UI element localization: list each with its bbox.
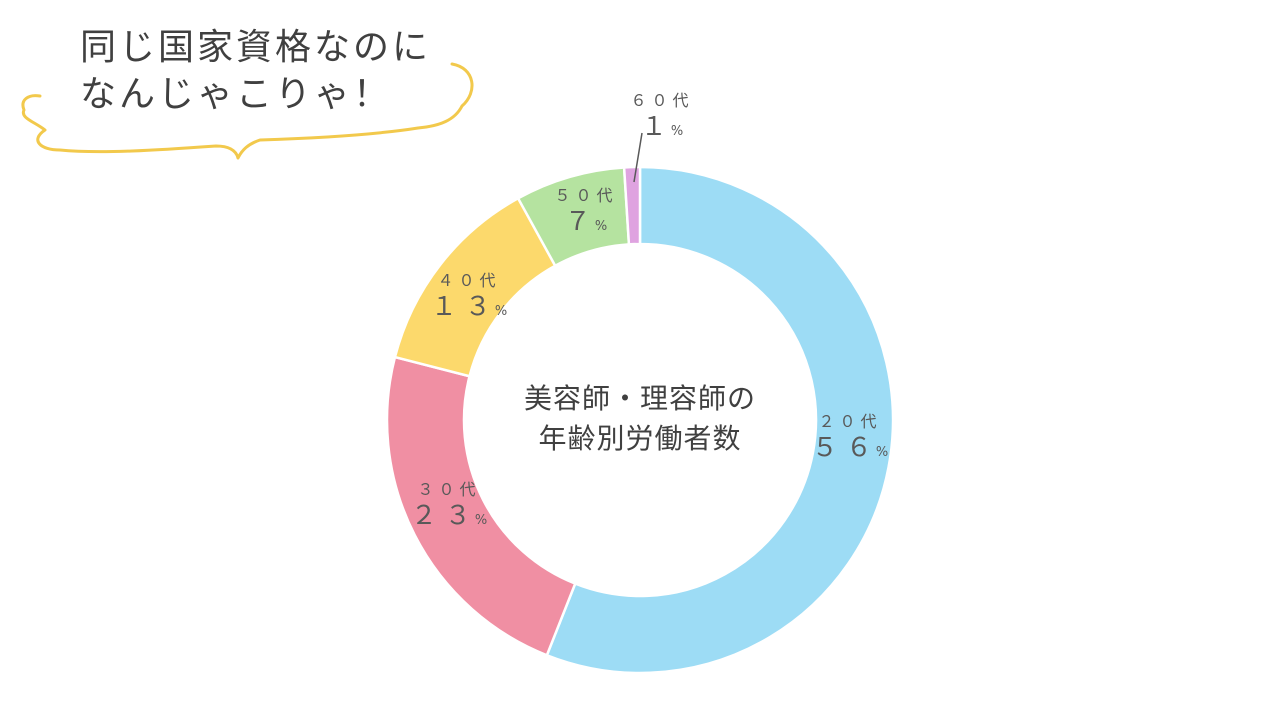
bubble-text-line-2: なんじゃこりゃ！: [80, 74, 393, 115]
slice-label-30s: ３０代 ２３%: [410, 480, 488, 531]
slice-value-label: ７: [564, 207, 599, 237]
chart-title-line-1: 美容師・理容師の: [523, 382, 756, 415]
slice-unit-label: %: [474, 513, 488, 528]
donut-slice-20s: [545, 165, 895, 675]
slice-label-20s: ２０代 ５６%: [811, 412, 889, 463]
donut-slices: [385, 165, 895, 675]
slice-unit-label: %: [875, 445, 889, 460]
slice-category-label: ３０代: [417, 480, 481, 499]
slice-unit-label: %: [594, 219, 608, 234]
slice-label-40s: ４０代 １３%: [430, 271, 508, 322]
slice-unit-label: %: [670, 124, 684, 139]
speech-bubble-outline: [21, 62, 474, 160]
slice-label-50s: ５０代 ７%: [554, 186, 618, 237]
slice-value-label: ２３: [410, 501, 479, 531]
slice-value-label: ５６: [811, 433, 880, 463]
leader-line-60s: [633, 132, 643, 183]
slice-value-label: １３: [430, 292, 499, 322]
slice-unit-label: %: [494, 304, 508, 319]
slice-category-label: ５０代: [554, 186, 618, 205]
donut-slice-60s: [622, 165, 642, 246]
bubble-text-line-1: 同じ国家資格なのに: [80, 27, 432, 68]
slice-category-label: ６０代: [630, 91, 694, 110]
slice-value-label: １: [640, 112, 675, 142]
slice-label-60s: ６０代 １%: [630, 91, 694, 142]
slice-category-label: ４０代: [437, 271, 501, 290]
chart-title-line-2: 年齢別労働者数: [538, 422, 742, 455]
slice-category-label: ２０代: [818, 412, 882, 431]
speech-bubble: [21, 62, 474, 160]
